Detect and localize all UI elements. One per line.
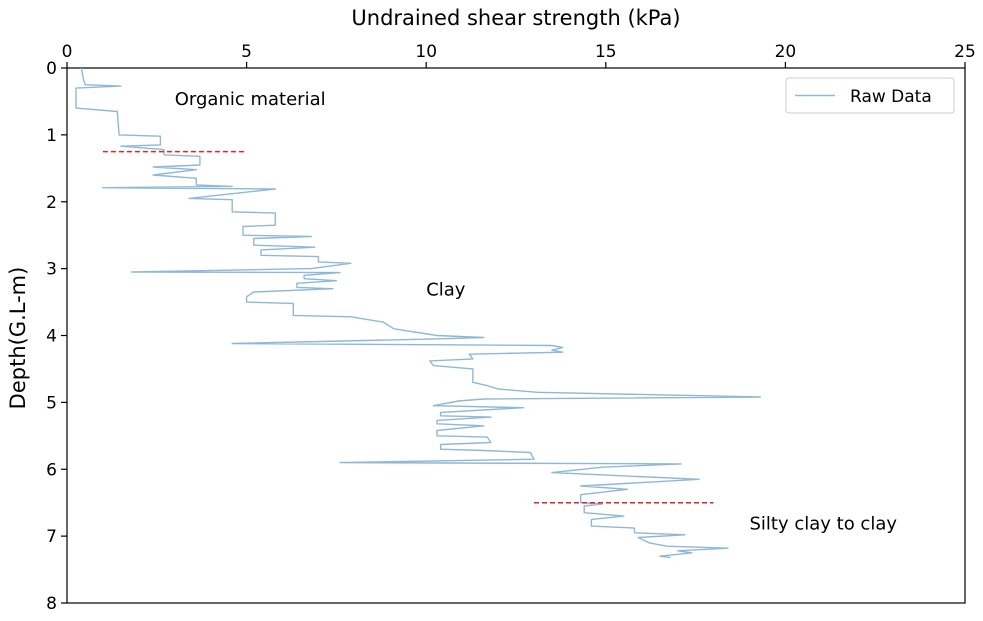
x-tick-label: 0 xyxy=(62,42,73,62)
y-tick-label: 1 xyxy=(46,126,57,146)
y-tick-label: 6 xyxy=(46,460,57,480)
y-tick-label: 3 xyxy=(46,260,57,280)
legend-box xyxy=(785,77,955,114)
x-tick-label: 10 xyxy=(415,42,437,62)
y-tick-label: 7 xyxy=(46,527,57,547)
y-ticks: 0 1 2 3 4 5 6 7 8 xyxy=(46,59,67,614)
layer-annotation: Organic material xyxy=(175,89,326,110)
legend-label-raw-data: Raw Data xyxy=(850,87,932,107)
x-ticks: 0 5 10 15 20 25 xyxy=(62,42,976,68)
y-axis-title: Depth(G.L-m) xyxy=(6,267,30,410)
y-tick-label: 4 xyxy=(46,327,57,347)
annotation-layer: Organic material Clay Silty clay to clay xyxy=(175,89,898,535)
x-tick-label: 25 xyxy=(954,42,976,62)
y-tick-label: 0 xyxy=(46,59,57,79)
series-line-raw-data xyxy=(75,67,761,559)
legend: Raw Data xyxy=(785,77,955,114)
boundary-layer xyxy=(102,150,714,504)
layer-annotation: Silty clay to clay xyxy=(749,513,897,534)
y-tick-label: 8 xyxy=(46,594,57,614)
y-tick-label: 2 xyxy=(46,193,57,213)
x-tick-label: 20 xyxy=(775,42,797,62)
series-layer xyxy=(75,67,761,559)
layer-annotation: Clay xyxy=(426,279,466,300)
y-tick-label: 5 xyxy=(46,393,57,413)
x-axis-title: Undrained shear strength (kPa) xyxy=(351,6,680,30)
x-tick-label: 15 xyxy=(595,42,617,62)
x-tick-label: 5 xyxy=(241,42,252,62)
